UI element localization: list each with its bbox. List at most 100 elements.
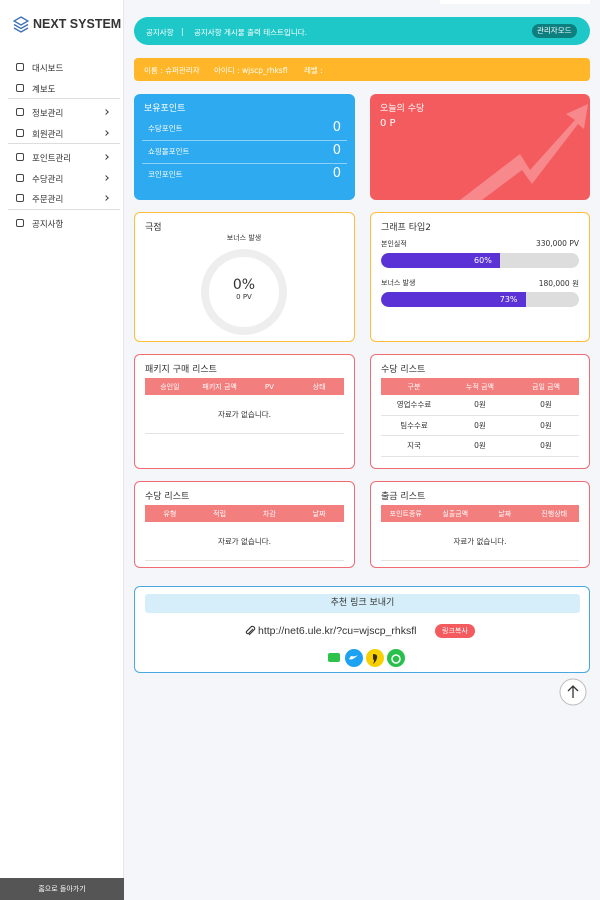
table-cell: 0원	[474, 400, 486, 410]
table-header: 포인트종류 실출금액 날짜 진행상태	[381, 505, 579, 522]
referral-url[interactable]: http://net6.ule.kr/?cu=wjscp_rhksfl	[258, 625, 417, 637]
list-card: 수당 리스트 유형 적립 차감 날짜 자료가 없습니다.	[134, 481, 355, 568]
logo: NEXT SYSTEM	[33, 17, 122, 31]
pole-card: 극점 보너스 발생 0% 0 PV	[134, 212, 355, 342]
card-title: 출금 리스트	[381, 492, 426, 502]
table-cell: 지국	[407, 441, 421, 451]
user-info-item: 이름 : 슈퍼관리자	[144, 66, 200, 75]
menu-icon	[16, 128, 24, 137]
menu-item[interactable]: 정보관리	[32, 109, 64, 119]
menu-icon	[16, 63, 24, 71]
home-button[interactable]: 홈으로 돌아가기	[0, 878, 124, 900]
progress-label: 60%	[474, 256, 492, 265]
copy-button[interactable]: 링크복사	[435, 624, 475, 638]
progress-fill: 73%	[381, 292, 526, 307]
table-row: 영업수수료 0원 0원	[381, 395, 579, 416]
column-header: 진행상태	[541, 509, 568, 518]
logo-icon	[13, 16, 29, 33]
progress-track: 73%	[381, 292, 579, 307]
card-title: 극점	[145, 223, 162, 233]
menu-chevron	[103, 154, 109, 160]
today-card: 오늘의 수당 0 P	[370, 94, 590, 200]
table-header: 유형 적립 차감 날짜	[145, 505, 344, 522]
menu-divider	[8, 98, 120, 99]
notice-text[interactable]: 공지사항 게시물 출력 테스트입니다.	[194, 28, 308, 37]
card-title: 수당 리스트	[145, 492, 190, 502]
card-title: 패키지 구매 리스트	[145, 365, 217, 375]
card-title: 오늘의 수당	[380, 104, 425, 114]
point-label: 코인포인트	[148, 170, 183, 179]
menu-icon	[16, 83, 24, 92]
sms-icon[interactable]	[328, 653, 340, 662]
card-title: 보유포인트	[144, 104, 186, 114]
arrow-graphic	[460, 104, 588, 200]
menu-item[interactable]: 회원관리	[32, 129, 64, 140]
table: 유형 적립 차감 날짜 자료가 없습니다.	[145, 505, 344, 561]
scroll-top-button[interactable]	[559, 678, 587, 706]
menu-icon	[16, 218, 24, 227]
clip-icon	[245, 625, 256, 636]
table-row: 팀수수료 0원 0원	[381, 416, 579, 436]
menu-item[interactable]: 포인트관리	[32, 154, 72, 164]
admin-button[interactable]: 관리자모드	[532, 24, 577, 38]
card-title: 수당 리스트	[381, 365, 426, 375]
table-cell: 0원	[474, 441, 486, 451]
point-value: 0	[332, 120, 341, 135]
table-cell: 영업수수료	[396, 400, 432, 410]
table-cell: 팀수수료	[400, 420, 428, 430]
column-header: 포인트종류	[389, 509, 422, 518]
pole-pv: 0 PV	[236, 293, 252, 301]
home-label[interactable]: 홈으로 돌아가기	[38, 885, 86, 893]
menu-item[interactable]: 공지사항	[32, 219, 64, 230]
menu-icon	[16, 194, 24, 202]
menu-chevron	[103, 174, 109, 181]
column-header: 승인일	[160, 382, 180, 391]
card-title: 그래프 타입2	[381, 223, 431, 233]
menu-icon	[16, 108, 24, 116]
point-divider	[142, 140, 347, 141]
progress-track: 60%	[381, 253, 579, 268]
point-value: 0	[332, 143, 341, 158]
menu-chevron	[103, 129, 109, 136]
table-row: 지국 0원 0원	[381, 436, 579, 457]
notice-label: 공지사항	[146, 28, 174, 37]
menu-item[interactable]: 주문관리	[32, 195, 64, 205]
column-header: 적립	[213, 509, 227, 518]
pole-subtitle: 보너스 발생	[226, 234, 262, 242]
menu-item[interactable]: 계보도	[32, 84, 56, 95]
bar-amount: 180,000 원	[538, 279, 579, 288]
menu-icon	[16, 173, 24, 182]
progress-fill: 60%	[381, 253, 500, 268]
column-header: 날짜	[498, 509, 512, 518]
referral-card: 추천 링크 보내기 http://net6.ule.kr/?cu=wjscp_r…	[134, 586, 590, 673]
table-cell: 0원	[474, 420, 486, 430]
menu-item[interactable]: 대시보드	[32, 64, 64, 74]
point-value: 0	[332, 166, 341, 181]
column-header: 상태	[312, 382, 326, 391]
table-header: 승인일 패키지 금액 PV 상태	[145, 378, 344, 395]
point-divider	[142, 163, 347, 164]
menu-divider	[8, 143, 120, 144]
menu-icon	[16, 153, 24, 161]
column-header: 차감	[262, 509, 276, 518]
donut	[201, 249, 287, 335]
notice-separator: |	[181, 27, 184, 36]
user-info-item: 아이디 : wjscp_rhksfl	[214, 66, 288, 75]
today-amount: 0 P	[380, 118, 396, 129]
empty-message: 자료가 없습니다.	[145, 395, 344, 434]
empty-message: 자료가 없습니다.	[381, 522, 579, 561]
table-cell: 0원	[540, 400, 552, 410]
column-header: 날짜	[312, 509, 326, 518]
user-info-bar: 이름 : 슈퍼관리자 아이디 : wjscp_rhksfl 레벨 :	[134, 58, 590, 81]
table: 구분 누적 금액 금일 금액 영업수수료 0원 0원 팀수수료 0원 0원 지국 0원 0원	[381, 378, 579, 457]
column-header: 실출금액	[442, 509, 469, 518]
band-icon[interactable]	[387, 649, 405, 667]
menu-item[interactable]: 수당관리	[32, 174, 64, 185]
empty-message: 자료가 없습니다.	[145, 522, 344, 561]
points-card: 보유포인트 수당포인트 0 쇼핑몰포인트 0 코인포인트 0	[134, 94, 355, 200]
table-cell: 0원	[540, 420, 552, 430]
